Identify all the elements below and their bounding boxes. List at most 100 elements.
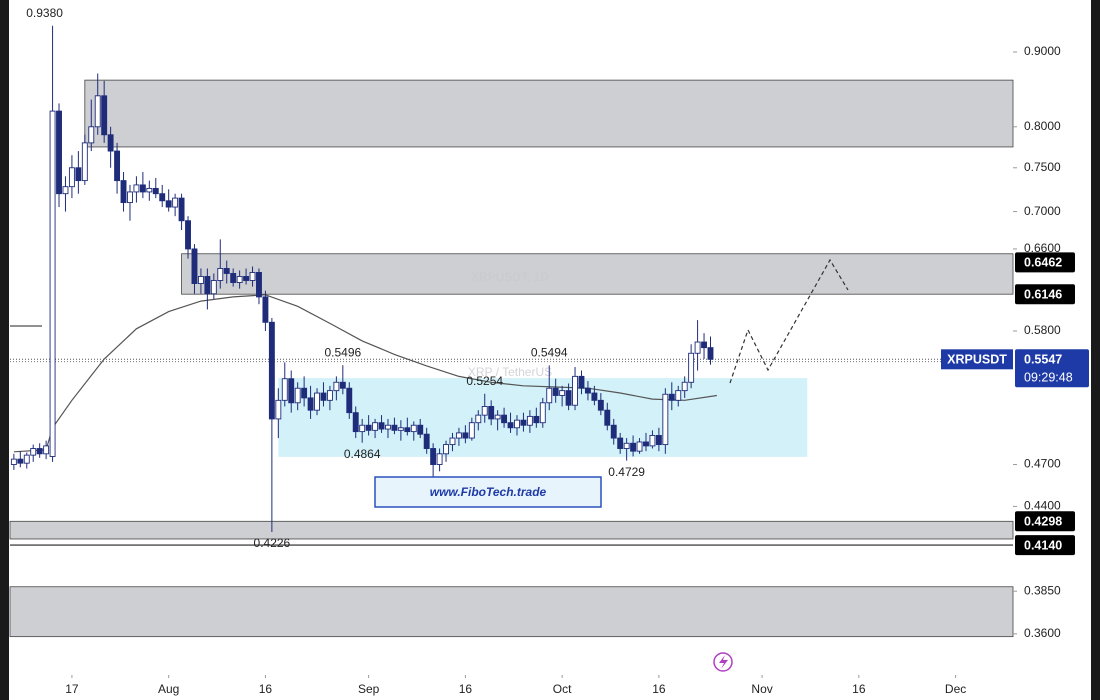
candle-body — [185, 220, 191, 250]
candle-body — [552, 387, 559, 396]
price-tag-label: 0.4298 — [1024, 515, 1062, 529]
candle-body — [481, 406, 488, 416]
x-tick-label: 16 — [259, 682, 273, 696]
candle-body — [36, 448, 43, 455]
candle-body — [565, 390, 572, 406]
candle-body — [488, 406, 495, 420]
supply-demand-zone — [9, 586, 1014, 638]
candle-body — [23, 454, 30, 464]
candle-body — [636, 441, 643, 452]
candle-body — [520, 419, 527, 426]
candle-body — [10, 458, 17, 465]
candle-body — [430, 448, 437, 465]
candle-body — [165, 200, 172, 208]
candle-body — [236, 276, 243, 283]
candle-body — [204, 276, 211, 295]
price-annotation: 0.5254 — [466, 374, 503, 388]
candle-body — [507, 422, 514, 429]
x-tick-label: 16 — [652, 682, 666, 696]
event-icon[interactable] — [713, 652, 733, 672]
candle-body — [655, 435, 662, 446]
candle-body — [417, 424, 424, 435]
frame-right — [1091, 0, 1100, 700]
supply-demand-zone — [9, 520, 1014, 540]
candle-body — [449, 437, 456, 446]
y-tick-label: 0.3850 — [1024, 583, 1061, 597]
price-tag-label: 0.6462 — [1024, 256, 1062, 270]
candle-body — [17, 458, 24, 464]
candle-body — [320, 392, 327, 401]
current-price-tag — [1015, 349, 1089, 388]
price-annotation: 0.5494 — [531, 346, 568, 360]
candle-body — [339, 381, 346, 389]
price-annotation: 0.4729 — [608, 465, 645, 479]
candle-body — [307, 397, 314, 411]
candle-body — [668, 393, 675, 401]
y-tick-label: 0.8000 — [1024, 119, 1061, 133]
candle-body — [675, 390, 682, 401]
candle-body — [62, 186, 69, 195]
site-link[interactable]: www.FiboTech.trade — [430, 485, 547, 499]
candle-body — [275, 399, 282, 420]
candle-body — [701, 341, 707, 349]
candle-body — [127, 191, 133, 204]
candle-body — [630, 442, 637, 452]
candle-body — [643, 441, 649, 447]
candle-body — [191, 248, 198, 284]
candle-body — [597, 399, 604, 411]
candle-body — [178, 197, 185, 222]
candle-body — [688, 352, 695, 383]
y-tick-label: 0.9000 — [1024, 44, 1061, 58]
candle-body — [43, 445, 50, 455]
candle-body — [501, 414, 508, 424]
candle-body — [88, 126, 95, 144]
candle-body — [591, 392, 598, 401]
watermark-subtitle: XRP / TetherUS — [468, 365, 552, 379]
supply-demand-zone — [84, 79, 1014, 148]
x-tick-label: Sep — [358, 682, 380, 696]
y-tick-label: 0.5800 — [1024, 323, 1061, 337]
candle-body — [378, 422, 385, 430]
candle-body — [526, 415, 533, 426]
price-annotation: 0.9380 — [26, 6, 63, 20]
candle-body — [462, 432, 469, 439]
candle-body — [443, 444, 449, 455]
candle-body — [152, 187, 159, 195]
candle-body — [365, 424, 372, 431]
candle-body — [230, 273, 237, 283]
current-name-tag — [941, 349, 1013, 370]
y-tick-label: 0.6600 — [1024, 241, 1061, 255]
x-tick-label: Aug — [158, 682, 179, 696]
candle-body — [81, 142, 88, 182]
candle-body — [410, 424, 417, 433]
candle-body — [217, 268, 224, 281]
price-tag — [1015, 511, 1075, 532]
candle-body — [256, 272, 262, 298]
candle-body — [385, 424, 391, 430]
candle-body — [210, 280, 217, 295]
candle-body — [301, 387, 308, 399]
x-tick-label: Dec — [945, 682, 966, 696]
event-icon-bolt — [719, 655, 728, 669]
candle-body — [56, 110, 62, 195]
candle-body — [223, 268, 230, 274]
candle-body — [533, 415, 540, 424]
candle-body — [294, 387, 301, 404]
y-tick-label: 0.7000 — [1024, 204, 1061, 218]
candle-body — [268, 321, 275, 420]
ema-line — [13, 294, 717, 453]
candle-body — [391, 424, 398, 431]
candle-body — [707, 347, 714, 360]
y-tick-label: 0.7500 — [1024, 160, 1061, 174]
candle-body — [288, 378, 295, 404]
y-tick-label: 0.4400 — [1024, 499, 1061, 513]
price-tag-label: 0.6146 — [1024, 287, 1062, 301]
candle-body — [681, 381, 688, 392]
candle-body — [333, 381, 340, 392]
price-tag — [1015, 284, 1075, 305]
candle-body — [249, 272, 256, 281]
candle-body — [101, 95, 108, 136]
x-tick-label: 16 — [852, 682, 866, 696]
candle-body — [94, 95, 101, 128]
frame-left — [0, 0, 9, 700]
